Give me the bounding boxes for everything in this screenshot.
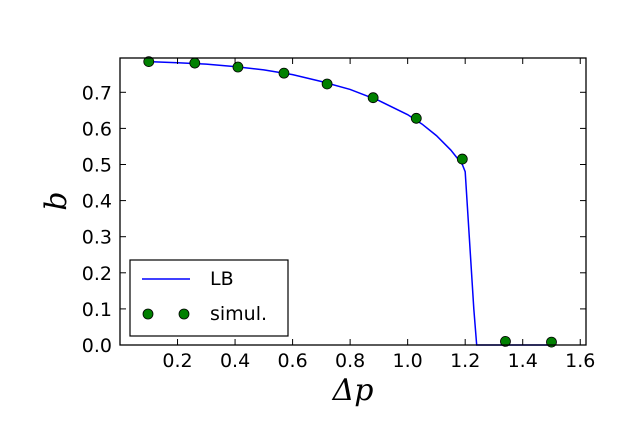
y-tick-label: 0.0 [82,335,112,357]
simul-point [143,56,155,68]
y-axis-ticks: 0.0 0.1 0.2 0.3 0.4 0.5 0.6 0.7 [82,82,586,357]
x-tick-label: 1.4 [508,350,538,372]
simul-point [456,153,468,165]
simul-point [367,92,379,104]
legend-simul-marker-1 [142,308,154,320]
series-layer [143,56,557,348]
legend-simul-marker-2 [178,308,190,320]
x-tick-label: 0.2 [162,350,192,372]
simul-point [410,112,422,124]
simul-point [500,335,511,347]
simul-point [321,78,333,90]
x-tick-label: 1.0 [393,350,423,372]
series-line-lb [148,60,552,346]
legend: LB simul. [129,259,289,337]
legend-lb-label: LB [210,268,234,290]
y-tick-label: 0.4 [82,191,112,213]
x-tick-label: 0.8 [335,350,365,372]
x-tick-label: 0.4 [220,350,250,372]
x-tick-label: 1.2 [450,350,480,372]
x-axis-label: Δp [332,373,374,408]
simul-point [278,67,290,79]
y-tick-label: 0.5 [82,154,112,176]
x-tick-label: 1.6 [565,350,595,372]
y-tick-label: 0.1 [82,299,112,321]
legend-simul-label: simul. [210,303,267,325]
legend-box [129,259,289,337]
y-tick-label: 0.3 [82,227,112,249]
simul-point [232,61,244,73]
x-tick-label: 0.6 [277,350,307,372]
x-axis-ticks: 0.2 0.4 0.6 0.8 1.0 1.2 1.4 1.6 [162,58,595,372]
y-tick-label: 0.2 [82,263,112,285]
y-tick-label: 0.7 [82,82,112,104]
simul-point [189,57,201,69]
plot-frame [119,57,587,346]
y-axis-label: b [39,191,74,210]
y-tick-label: 0.6 [82,118,112,140]
